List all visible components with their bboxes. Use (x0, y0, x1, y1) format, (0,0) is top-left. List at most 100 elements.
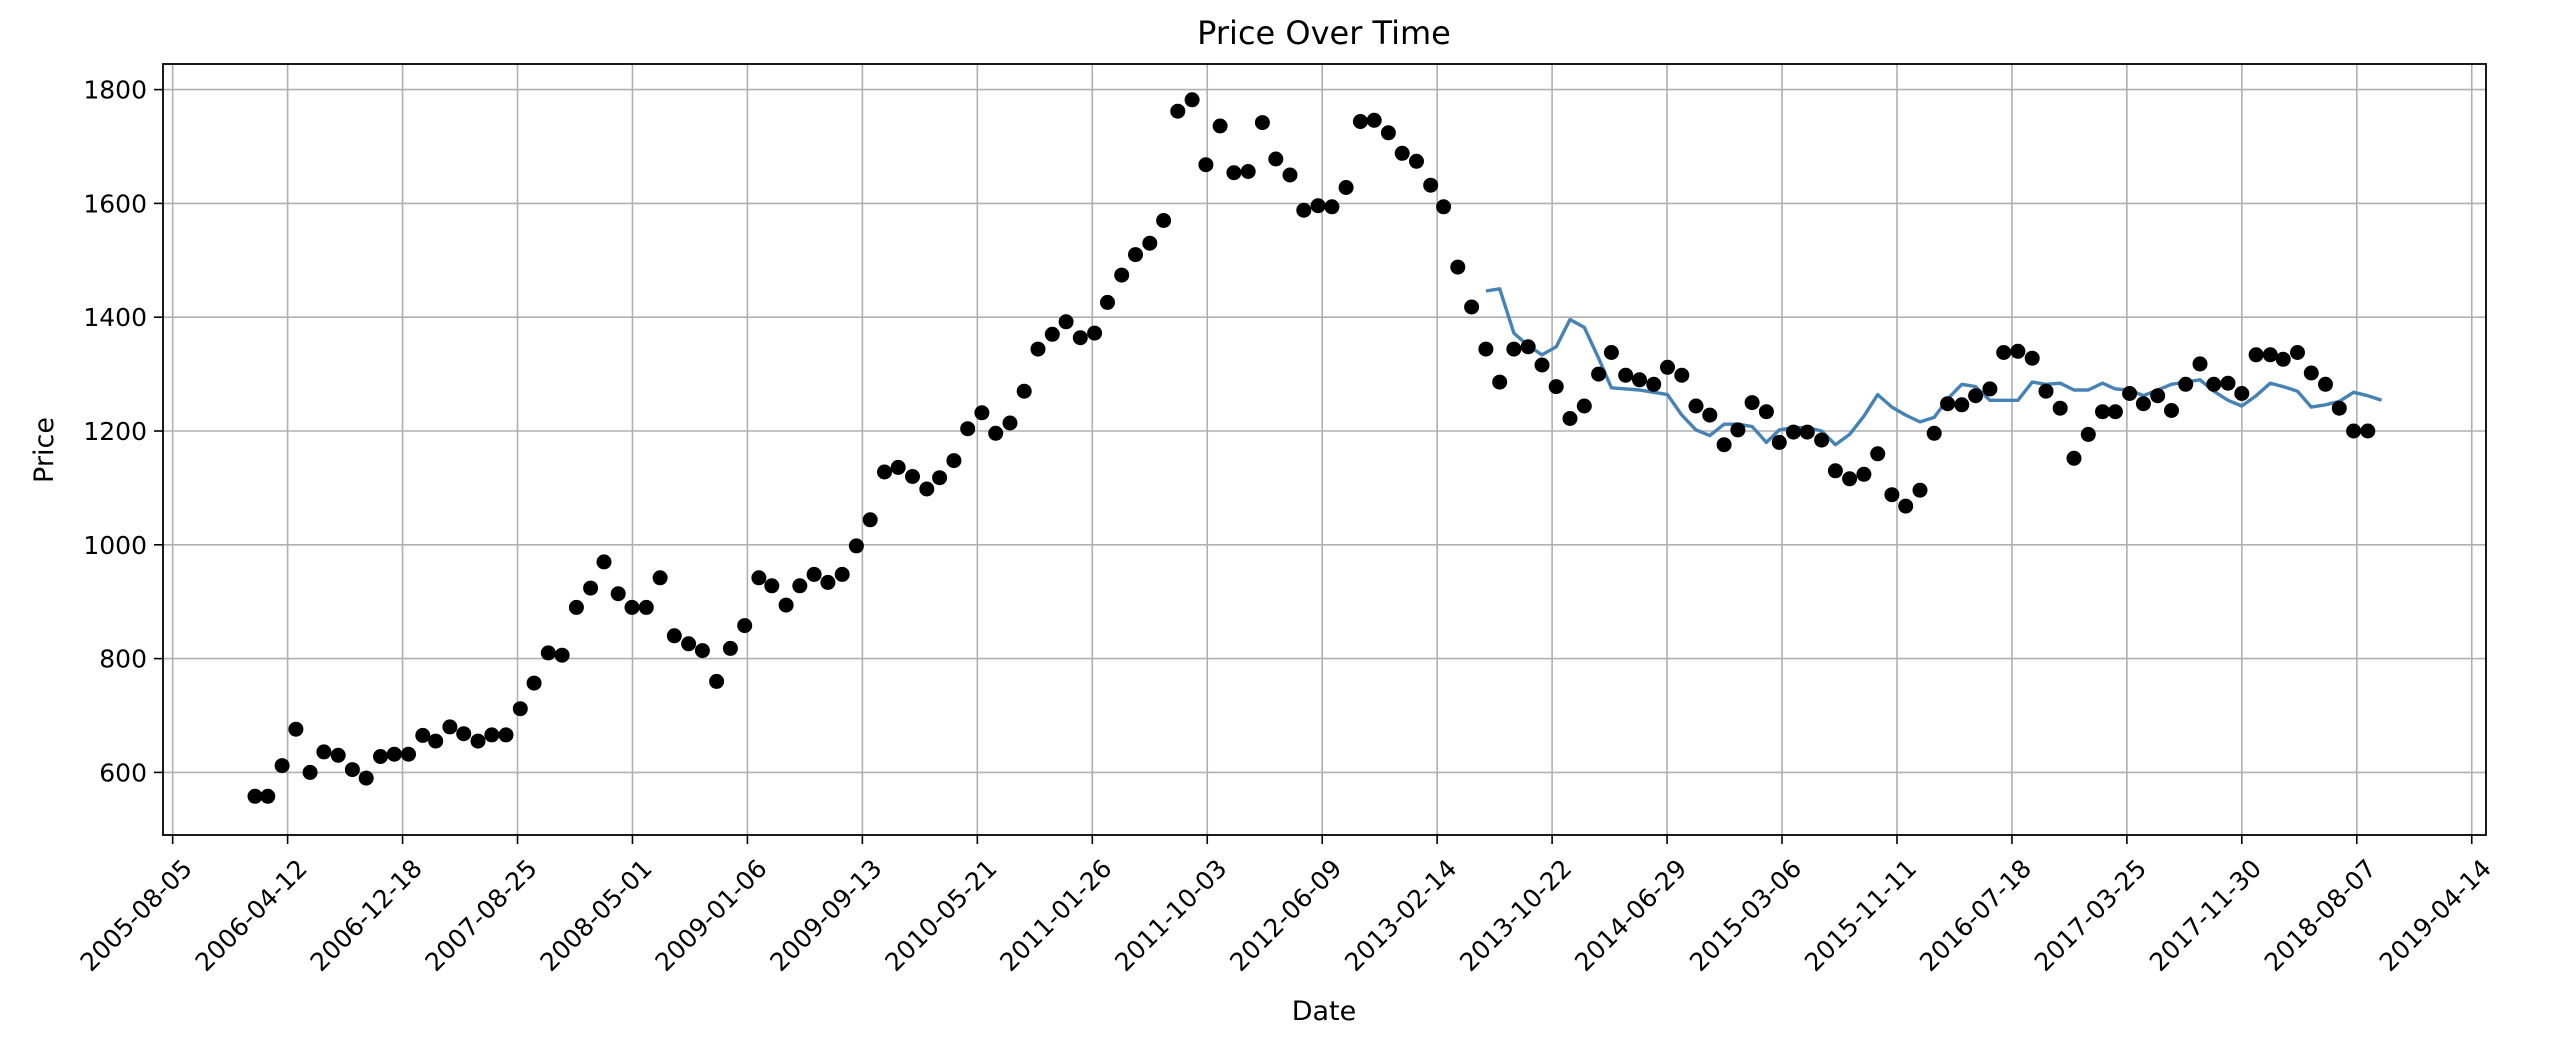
x-tick-label: 2016-07-18 (1914, 854, 2037, 977)
scatter-point (1870, 446, 1886, 462)
scatter-point (260, 788, 276, 804)
x-tick-label: 2005-08-05 (75, 854, 198, 977)
scatter-point (512, 701, 528, 717)
scatter-point (456, 726, 472, 742)
scatter-point (1814, 432, 1830, 448)
scatter-point (960, 421, 976, 437)
scatter-point (666, 628, 682, 644)
scatter-point (1352, 114, 1368, 129)
x-axis-label: Date (1292, 996, 1357, 1027)
scatter-point (2080, 426, 2096, 442)
scatter-point (1688, 398, 1704, 414)
x-tick-label: 2011-10-03 (1109, 854, 1232, 977)
scatter-point (1799, 424, 1815, 440)
y-axis-label: Price (29, 417, 60, 483)
scatter-point (1786, 424, 1801, 440)
x-tick-label: 2015-11-11 (1799, 854, 1922, 977)
scatter-point (2107, 404, 2123, 420)
scatter-point (1548, 379, 1564, 395)
scatter-point (2024, 350, 2040, 366)
x-tick-label: 2009-01-06 (649, 854, 772, 977)
scatter-point (1562, 411, 1578, 426)
x-tick-label: 2017-03-25 (2029, 854, 2152, 977)
scatter-point (778, 597, 794, 613)
scatter-point (974, 405, 990, 421)
scatter-point (919, 481, 935, 497)
x-tick-label: 2012-06-09 (1224, 854, 1347, 977)
scatter-point (1423, 177, 1439, 193)
scatter-point (681, 636, 697, 652)
scatter-point (470, 733, 486, 749)
scatter-point (1366, 112, 1382, 128)
scatter-point (2192, 356, 2208, 372)
scatter-point (2360, 423, 2376, 439)
scatter-point (2052, 400, 2068, 416)
scatter-point (1100, 294, 1115, 310)
scatter-point (442, 719, 458, 735)
scatter-point (1758, 404, 1774, 420)
scatter-point (1996, 345, 2012, 360)
scatter-point (2318, 376, 2333, 392)
scatter-point (890, 459, 906, 475)
scatter-point (2206, 376, 2222, 392)
scatter-point (1884, 487, 1900, 503)
x-tick-label: 2009-09-13 (764, 854, 887, 977)
x-tick-label: 2007-08-25 (420, 854, 543, 977)
scatter-point (1520, 339, 1536, 355)
scatter-point (638, 599, 654, 615)
scatter-point (2346, 423, 2362, 439)
scatter-point (1296, 202, 1312, 218)
scatter-point (1898, 498, 1914, 514)
scatter-point (751, 570, 767, 586)
scatter-point (946, 453, 962, 469)
scatter-point (2150, 388, 2166, 404)
scatter-point (415, 727, 431, 743)
scatter-point (764, 578, 780, 594)
x-tick-label: 2019-04-14 (2374, 854, 2497, 977)
y-axis: 600 800 1000 1200 1400 1600 1800 (83, 76, 163, 787)
x-tick-label: 2013-10-22 (1454, 854, 1577, 977)
scatter-point (709, 673, 725, 689)
scatter-point (1771, 434, 1787, 450)
scatter-point (1310, 198, 1326, 214)
scatter-point (1087, 325, 1103, 341)
scatter-point (1184, 92, 1200, 108)
x-axis: 2005-08-052006-04-122006-12-182007-08-25… (75, 835, 2497, 977)
scatter-point (1660, 359, 1675, 375)
scatter-point (401, 746, 416, 762)
scatter-point (1744, 395, 1760, 411)
scatter-point (2122, 386, 2138, 401)
scatter-point (1492, 374, 1508, 390)
scatter-point (2234, 386, 2250, 401)
y-tick-label: 1400 (83, 303, 147, 332)
scatter-point (722, 640, 738, 656)
scatter-point (2220, 375, 2236, 391)
scatter-point (862, 512, 878, 528)
scatter-point (1240, 164, 1256, 179)
scatter-point (1827, 463, 1843, 479)
scatter-point (373, 749, 388, 764)
y-tick-label: 1600 (83, 189, 147, 218)
scatter-point (1282, 167, 1298, 183)
scatter-point (1982, 381, 1998, 397)
scatter-point (330, 747, 346, 763)
scatter-point (1576, 398, 1592, 414)
scatter-point (834, 566, 850, 582)
scatter-point (1072, 330, 1088, 346)
scatter-point (1338, 180, 1354, 195)
scatter-point (610, 586, 626, 602)
scatter-point (1716, 437, 1732, 453)
scatter-point (1044, 326, 1060, 342)
scatter-point (2178, 376, 2194, 392)
scatter-point (820, 574, 836, 590)
scatter-point (1646, 376, 1662, 392)
scatter-point (316, 744, 332, 760)
x-tick-label: 2006-12-18 (305, 854, 428, 977)
scatter-point (1212, 118, 1228, 134)
scatter-point (1968, 388, 1984, 404)
scatter-point (2262, 347, 2278, 363)
plot-area-frame (162, 63, 2487, 836)
chart-title: Price Over Time (1197, 14, 1451, 52)
scatter-point (988, 425, 1004, 441)
